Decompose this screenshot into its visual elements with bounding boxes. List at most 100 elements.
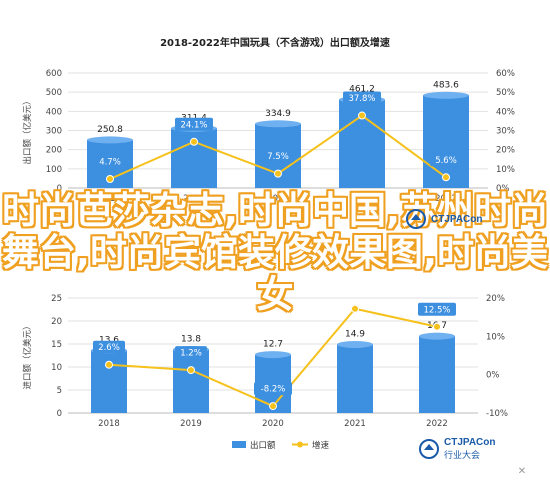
y2-tick-label: 10% — [486, 332, 505, 342]
legend-label: 出口额 — [250, 440, 276, 451]
x-tick-label: 2022 — [435, 194, 457, 204]
bar-value-label: 483.6 — [433, 80, 459, 90]
y-tick-label: 10 — [51, 363, 62, 373]
growth-label-bg — [93, 340, 125, 354]
growth-label-bg — [175, 346, 207, 360]
y-tick-label: 25 — [51, 294, 62, 304]
bar-top — [255, 120, 301, 128]
x-tick-label: 2019 — [180, 419, 202, 429]
y2-tick-label: 0% — [486, 371, 500, 381]
watermark-logo-icon — [419, 439, 439, 459]
watermark-top: CTJPACon — [405, 208, 482, 230]
x-tick-label: 2022 — [426, 419, 448, 429]
growth-point — [351, 304, 359, 313]
growth-point — [187, 366, 195, 375]
y-tick-label: 5 — [57, 386, 62, 396]
growth-point — [433, 322, 441, 331]
growth-point — [106, 174, 114, 183]
growth-value-label: -8.2% — [261, 385, 286, 395]
bar-top — [423, 91, 469, 99]
bar-value-label: 12.7 — [263, 340, 283, 350]
bar-top — [419, 332, 455, 340]
bar-top — [87, 136, 133, 144]
y-tick-label: 20 — [51, 317, 62, 327]
y-axis-label: 出口额（亿美元） — [22, 96, 33, 164]
growth-label-bg — [430, 153, 462, 167]
x-tick-label: 2018 — [99, 194, 121, 204]
x-tick-label: 2021 — [351, 194, 373, 204]
x-tick-label: 2019 — [183, 194, 205, 204]
growth-value-label: 7.5% — [267, 152, 289, 162]
y2-tick-label: 0% — [496, 184, 510, 194]
watermark-logo-text: CTJPACon — [444, 437, 496, 448]
growth-label-bg — [418, 302, 456, 316]
y2-tick-label: 30% — [496, 127, 515, 137]
y-tick-label: 0 — [57, 409, 62, 419]
growth-value-label: 12.5% — [423, 305, 450, 315]
bar — [419, 336, 455, 413]
y-tick-label: 100 — [46, 165, 62, 175]
growth-value-label: 1.2% — [180, 349, 202, 359]
growth-label-bg — [343, 91, 381, 105]
y2-tick-label: 10% — [496, 165, 515, 175]
growth-label-bg — [94, 154, 126, 168]
growth-value-label: 37.8% — [348, 94, 375, 104]
legend-label: 增速 — [312, 440, 330, 451]
y2-tick-label: -10% — [486, 409, 508, 419]
close-icon: ✕ — [518, 466, 526, 477]
growth-value-label: 24.1% — [180, 120, 207, 130]
y-tick-label: 600 — [46, 69, 62, 79]
growth-point — [442, 173, 450, 182]
legend-swatch-bar — [232, 441, 246, 448]
bar — [171, 128, 217, 188]
growth-value-label: 2.6% — [98, 343, 120, 353]
y-tick-label: 300 — [46, 127, 62, 137]
y2-tick-label: 40% — [496, 107, 515, 117]
growth-label-bg — [254, 382, 292, 396]
y-tick-label: 0 — [57, 184, 62, 194]
legend-swatch-dot — [297, 441, 303, 448]
growth-point — [190, 137, 198, 146]
growth-label-bg — [175, 117, 213, 131]
bar-value-label: 13.8 — [181, 335, 201, 345]
y2-tick-label: 20% — [496, 146, 515, 156]
y2-tick-label: 20% — [486, 294, 505, 304]
y-tick-label: 400 — [46, 107, 62, 117]
growth-point — [269, 402, 277, 411]
bar-value-label: 250.8 — [97, 125, 123, 135]
y2-tick-label: 50% — [496, 88, 515, 98]
chart-panel-2: 0 5 10 15 20 25 -10% 0% 10% 20% 进口额（亿美元） 13.6 13.8 12… — [22, 294, 508, 451]
bar-value-label: 14.9 — [345, 329, 365, 339]
bar — [337, 344, 373, 413]
growth-value-label: 4.7% — [99, 157, 121, 167]
growth-value-label: 5.6% — [435, 156, 457, 166]
x-tick-label: 2020 — [262, 419, 284, 429]
growth-point — [358, 111, 366, 120]
watermark-logo-text: CTJPACon — [431, 213, 483, 225]
bar — [173, 349, 209, 413]
watermark-bottom: CTJPACon 行业大会 — [418, 437, 495, 461]
x-tick-label: 2020 — [267, 194, 289, 204]
y-tick-label: 200 — [46, 146, 62, 156]
x-tick-label: 2018 — [98, 419, 120, 429]
chart-title: 2018-2022年中国玩具（不含游戏）出口额及增速 — [160, 36, 390, 49]
bar-value-label: 334.9 — [265, 109, 291, 119]
growth-point — [274, 169, 282, 178]
bar-value-label: 13.6 — [99, 335, 119, 345]
y2-tick-label: 60% — [496, 69, 515, 79]
bar — [91, 350, 127, 413]
bar — [423, 95, 469, 188]
watermark-logo-icon — [406, 209, 426, 229]
bar-top — [255, 351, 291, 359]
x-tick-label: 2021 — [344, 419, 366, 429]
growth-label-bg — [262, 149, 294, 163]
y-axis-label: 进口额（亿美元） — [22, 321, 33, 389]
watermark-sub-text: 行业大会 — [444, 451, 481, 461]
y-tick-label: 15 — [51, 340, 62, 350]
y-tick-label: 500 — [46, 88, 62, 98]
growth-point — [105, 360, 113, 369]
bar-value-label: 461.2 — [349, 85, 375, 95]
bar-top — [337, 340, 373, 348]
chart-panel-1: 2018-2022年中国玩具（不含游戏）出口额及增速 0 100 200 300 400 5… — [22, 36, 515, 204]
